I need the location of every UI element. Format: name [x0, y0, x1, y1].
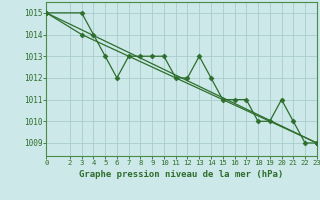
X-axis label: Graphe pression niveau de la mer (hPa): Graphe pression niveau de la mer (hPa): [79, 170, 284, 179]
